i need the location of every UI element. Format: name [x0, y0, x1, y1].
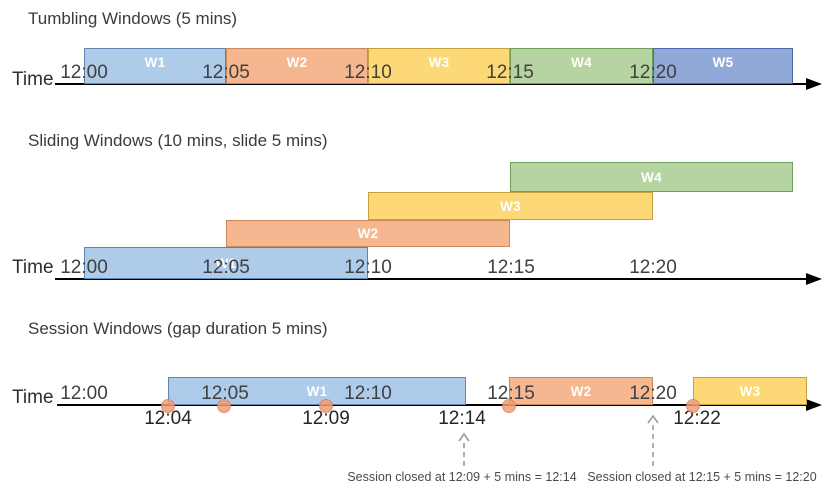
sliding-window-bar: W4: [510, 162, 793, 192]
sliding-timeline-axis: [55, 278, 807, 280]
event-dot: [319, 399, 333, 413]
window-label: W1: [144, 55, 166, 70]
tick-label: 12:10: [344, 62, 392, 83]
tick-label: 12:00: [60, 383, 108, 404]
tick-label: 12:15: [487, 257, 535, 278]
event-dot: [217, 399, 231, 413]
tick-label: 12:20: [629, 62, 677, 83]
tick-label: 12:15: [487, 383, 535, 404]
event-time-label: 12:14: [438, 408, 486, 429]
tumbling-window-bar: W4: [510, 48, 653, 84]
tumbling-window-bar: W2: [226, 48, 368, 84]
tumbling-window-bar: W5: [653, 48, 793, 84]
tumbling-axis-label: Time: [12, 69, 54, 90]
tumbling-timeline-axis: [55, 83, 807, 85]
tumbling-section-title: Tumbling Windows (5 mins): [28, 9, 238, 28]
tumbling-axis-arrow-icon: [806, 78, 822, 90]
tumbling-window-bar: W1: [84, 48, 226, 84]
session-window-bar: W2: [509, 377, 653, 405]
dashed-up-arrow-icon: [647, 414, 659, 466]
tick-label: 12:05: [201, 383, 249, 404]
session-axis-arrow-icon: [806, 399, 822, 411]
tick-label: 12:10: [344, 257, 392, 278]
event-dot: [502, 399, 516, 413]
sliding-window-bar: W2: [226, 220, 510, 247]
window-label: W1: [215, 255, 237, 271]
window-label: W3: [428, 55, 450, 70]
sliding-axis-label: Time: [12, 257, 54, 278]
sliding-section-title: Sliding Windows (10 mins, slide 5 mins): [28, 131, 328, 150]
window-label: W4: [571, 55, 592, 70]
session-annotation: Session closed at 12:09 + 5 mins = 12:14: [347, 470, 577, 484]
tick-label: 12:05: [202, 257, 250, 278]
tick-label: 12:10: [344, 383, 392, 404]
window-label: W5: [712, 55, 734, 70]
event-dot: [686, 399, 700, 413]
tick-label: 12:05: [202, 62, 250, 83]
window-label: W4: [641, 169, 662, 185]
session-section-title: Session Windows (gap duration 5 mins): [28, 319, 328, 338]
tick-label: 12:00: [60, 257, 108, 278]
window-label: W1: [306, 383, 328, 399]
sliding-window-bar: W1: [84, 247, 368, 279]
window-label: W3: [739, 383, 761, 399]
event-dot: [161, 399, 175, 413]
event-time-label: 12:09: [302, 408, 350, 429]
window-label: W2: [357, 226, 379, 241]
window-label: W2: [286, 55, 308, 70]
session-axis-label: Time: [12, 387, 54, 408]
session-window-bar: W3: [693, 377, 807, 405]
window-label: W3: [500, 198, 521, 214]
window-label: W2: [570, 383, 592, 399]
sliding-axis-arrow-icon: [806, 273, 822, 285]
session-timeline-axis: [57, 404, 807, 406]
event-time-label: 12:04: [144, 408, 192, 429]
tick-label: 12:20: [629, 383, 677, 404]
tick-label: 12:00: [60, 62, 108, 83]
tumbling-window-bar: W3: [368, 48, 510, 84]
tick-label: 12:15: [486, 62, 534, 83]
dashed-up-arrow-icon: [458, 432, 470, 467]
sliding-window-bar: W3: [368, 192, 653, 220]
tick-label: 12:20: [629, 257, 677, 278]
session-annotation: Session closed at 12:15 + 5 mins = 12:20: [587, 470, 817, 484]
session-window-bar: W1: [168, 377, 466, 405]
event-time-label: 12:22: [673, 408, 721, 429]
